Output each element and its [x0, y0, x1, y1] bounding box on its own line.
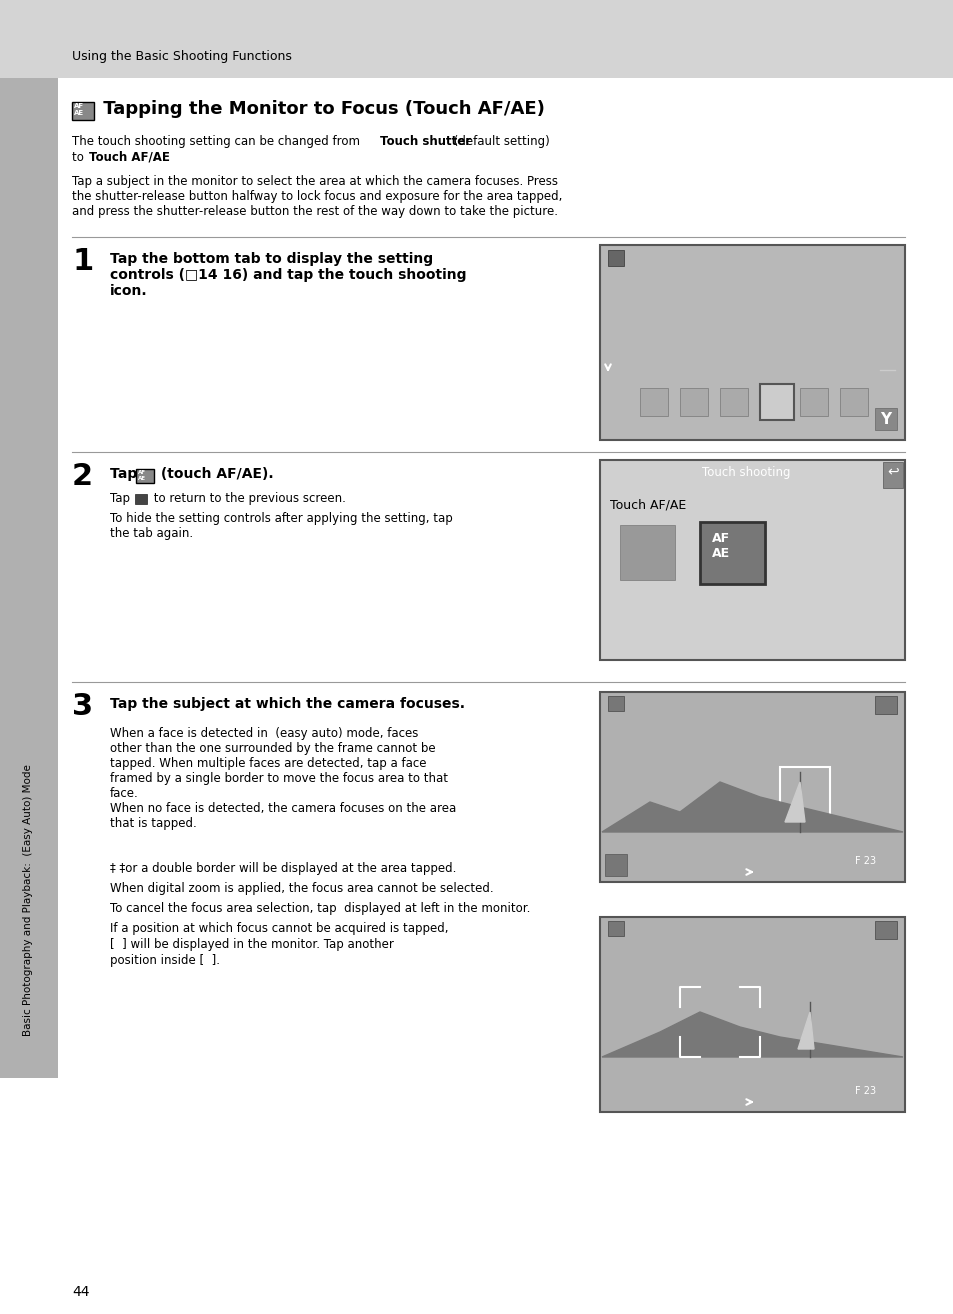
- Bar: [700, 522, 764, 583]
- Text: F 23: F 23: [854, 855, 875, 866]
- Bar: [601, 360, 614, 380]
- Bar: [601, 694, 902, 719]
- Bar: [679, 388, 707, 417]
- Text: to return to the previous screen.: to return to the previous screen.: [150, 491, 346, 505]
- Text: [  ] will be displayed in the monitor. Tap another: [ ] will be displayed in the monitor. Ta…: [110, 938, 394, 951]
- Bar: [607, 696, 623, 711]
- Text: AF
AE: AF AE: [138, 470, 146, 481]
- Text: AF
AE: AF AE: [711, 532, 729, 560]
- Text: position inside [  ].: position inside [ ].: [110, 954, 220, 967]
- Bar: [840, 388, 867, 417]
- Text: AF
AE: AF AE: [74, 102, 84, 116]
- Bar: [629, 535, 664, 560]
- Bar: [760, 384, 793, 420]
- Bar: [601, 719, 902, 854]
- Polygon shape: [797, 1012, 813, 1049]
- Bar: [601, 1056, 902, 1077]
- Text: If a position at which focus cannot be acquired is tapped,: If a position at which focus cannot be a…: [110, 922, 448, 936]
- Text: The touch shooting setting can be changed from: The touch shooting setting can be change…: [71, 135, 363, 148]
- Text: Y: Y: [879, 413, 890, 427]
- Bar: [760, 388, 787, 417]
- Bar: [599, 460, 904, 660]
- Text: Touch AF/AE: Touch AF/AE: [609, 498, 685, 511]
- Text: Tap a subject in the monitor to select the area at which the camera focuses. Pre: Tap a subject in the monitor to select t…: [71, 175, 561, 218]
- Bar: [601, 382, 902, 438]
- Bar: [607, 921, 623, 936]
- Text: ‡ ‡or a double border will be displayed at the area tapped.: ‡ ‡or a double border will be displayed …: [110, 862, 456, 875]
- Bar: [135, 494, 147, 505]
- Bar: [604, 854, 626, 876]
- Text: .: .: [152, 151, 156, 164]
- Bar: [720, 388, 747, 417]
- Bar: [780, 767, 829, 823]
- Text: Touch AF/AE: Touch AF/AE: [89, 151, 170, 164]
- Bar: [71, 102, 94, 120]
- Text: to: to: [71, 151, 88, 164]
- Bar: [874, 921, 896, 940]
- Bar: [882, 463, 902, 487]
- Text: (touch AF/AE).: (touch AF/AE).: [156, 466, 274, 481]
- Text: Tap the bottom tab to display the setting
controls (□14 16) and tap the touch sh: Tap the bottom tab to display the settin…: [110, 252, 466, 298]
- Bar: [601, 463, 882, 490]
- Bar: [601, 943, 902, 1084]
- Text: Tap the subject at which the camera focuses.: Tap the subject at which the camera focu…: [110, 696, 464, 711]
- Bar: [800, 388, 827, 417]
- Text: (default setting): (default setting): [450, 135, 549, 148]
- Text: ↩: ↩: [886, 464, 898, 478]
- Bar: [601, 918, 902, 943]
- Polygon shape: [601, 782, 902, 832]
- Bar: [874, 409, 896, 430]
- Bar: [136, 469, 153, 484]
- Bar: [601, 247, 902, 275]
- Text: Using the Basic Shooting Functions: Using the Basic Shooting Functions: [71, 50, 292, 63]
- Text: Tap: Tap: [110, 491, 133, 505]
- Text: When digital zoom is applied, the focus area cannot be selected.: When digital zoom is applied, the focus …: [110, 882, 493, 895]
- Bar: [874, 696, 896, 714]
- Bar: [599, 692, 904, 882]
- Bar: [707, 530, 752, 565]
- Text: To hide the setting controls after applying the setting, tap
the tab again.: To hide the setting controls after apply…: [110, 512, 453, 540]
- Bar: [599, 917, 904, 1112]
- Polygon shape: [784, 782, 804, 823]
- Text: 44: 44: [71, 1285, 90, 1300]
- Bar: [0, 0, 953, 78]
- Bar: [0, 78, 58, 1077]
- Text: To cancel the focus area selection, tap  displayed at left in the monitor.: To cancel the focus area selection, tap …: [110, 901, 530, 915]
- Text: 1: 1: [71, 247, 93, 276]
- Bar: [601, 1081, 902, 1110]
- Text: Touch shooting: Touch shooting: [701, 466, 790, 480]
- Text: Tap: Tap: [110, 466, 142, 481]
- Bar: [607, 250, 623, 265]
- Bar: [601, 832, 902, 851]
- Text: F 23: F 23: [854, 1085, 875, 1096]
- Text: When a face is detected in  (easy auto) mode, faces
other than the one surrounde: When a face is detected in (easy auto) m…: [110, 727, 456, 830]
- Text: 2: 2: [71, 463, 93, 491]
- Text: Touch shutter: Touch shutter: [379, 135, 471, 148]
- Bar: [619, 526, 675, 579]
- Text: 3: 3: [71, 692, 93, 721]
- Text: Basic Photography and Playback:  (Easy Auto) Mode: Basic Photography and Playback: (Easy Au…: [23, 763, 33, 1035]
- Bar: [599, 244, 904, 440]
- Text: Tapping the Monitor to Focus (Touch AF/AE): Tapping the Monitor to Focus (Touch AF/A…: [97, 100, 544, 118]
- Bar: [601, 851, 902, 880]
- Polygon shape: [601, 1012, 902, 1056]
- Bar: [639, 388, 667, 417]
